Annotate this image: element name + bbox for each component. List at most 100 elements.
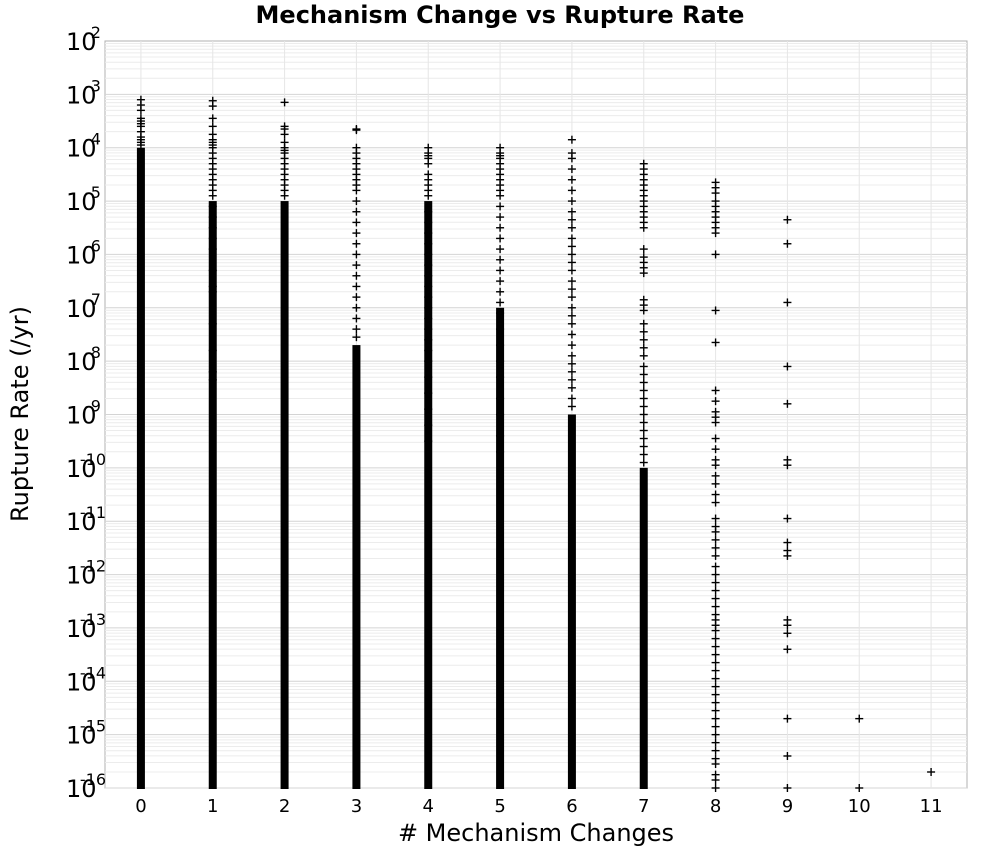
x-tick-label: 6 (566, 796, 577, 817)
data-point (208, 213, 217, 222)
data-point (639, 386, 648, 395)
data-point (711, 714, 720, 723)
data-point (711, 682, 720, 691)
data-point (855, 714, 864, 723)
data-point (208, 234, 217, 243)
data-point (639, 434, 648, 443)
data-point (639, 402, 648, 411)
dense-point-cluster (136, 147, 145, 789)
data-point (424, 239, 433, 248)
data-point (711, 543, 720, 552)
data-point (639, 426, 648, 435)
data-point (567, 277, 576, 286)
x-tick-labels: 0 1 2 3 4 5 6 7 8 9 10 11 (135, 796, 942, 817)
data-point (855, 784, 864, 792)
data-point (711, 586, 720, 595)
data-point (711, 397, 720, 406)
data-point (711, 306, 720, 315)
x-tick-label: 4 (423, 796, 434, 817)
data-point (711, 514, 720, 523)
x-tick-label: 11 (920, 796, 943, 817)
data-point (639, 362, 648, 371)
data-point (424, 293, 433, 302)
data-point (783, 551, 792, 560)
data-point (352, 197, 361, 206)
x-tick-label: 0 (135, 796, 146, 817)
y-tick-label: 10 (66, 562, 97, 590)
data-point (639, 410, 648, 419)
data-point (424, 191, 433, 200)
data-point (424, 218, 433, 227)
x-tick-label: 3 (351, 796, 362, 817)
data-point (639, 343, 648, 352)
x-axis-label: # Mechanism Changes (398, 819, 674, 847)
data-point (711, 527, 720, 536)
data-point (424, 325, 433, 334)
dense-point-cluster (424, 201, 433, 790)
y-tick-label: 10 (66, 722, 97, 750)
data-point (711, 746, 720, 755)
y-tick-exponent: -13 (80, 610, 106, 629)
y-tick-exponent: -4 (85, 130, 101, 149)
data-point (639, 223, 648, 232)
data-point (639, 269, 648, 278)
data-point (567, 394, 576, 403)
data-point (567, 258, 576, 267)
x-tick-label: 10 (848, 796, 871, 817)
data-point (208, 319, 217, 328)
y-tick-exponent: -11 (80, 503, 106, 522)
data-point (352, 207, 361, 216)
data-point (711, 461, 720, 470)
data-point (496, 287, 505, 296)
data-point (711, 674, 720, 683)
data-point (208, 102, 217, 111)
y-tick-exponent: -7 (85, 290, 101, 309)
data-point (711, 386, 720, 395)
data-point (208, 245, 217, 254)
y-tick-label: 10 (66, 28, 97, 56)
data-point (711, 535, 720, 544)
data-point (424, 261, 433, 270)
data-point (567, 303, 576, 312)
data-point (352, 333, 361, 342)
data-point (208, 122, 217, 131)
data-point (424, 373, 433, 382)
data-point (496, 341, 505, 350)
data-point (424, 437, 433, 446)
data-point (711, 479, 720, 488)
data-point (711, 434, 720, 443)
data-point (711, 498, 720, 507)
data-point (424, 282, 433, 291)
y-tick-exponent: -12 (80, 557, 106, 576)
data-point (496, 325, 505, 334)
y-tick-exponent: -3 (85, 76, 101, 95)
dense-point-cluster (639, 467, 648, 789)
data-point (280, 191, 289, 200)
data-point (496, 213, 505, 222)
y-tick-label: 10 (66, 81, 97, 109)
y-tick-exponent: -5 (85, 183, 101, 202)
data-point (352, 239, 361, 248)
y-tick-label: 10 (66, 668, 97, 696)
data-point (352, 325, 361, 334)
data-point (208, 191, 217, 200)
data-point (711, 602, 720, 611)
data-point (567, 383, 576, 392)
y-tick-exponent: -8 (85, 343, 101, 362)
data-point (711, 570, 720, 579)
data-point (639, 378, 648, 387)
data-point (424, 207, 433, 216)
y-tick-labels: 10-1610-1510-1410-1310-1210-1110-1010-91… (66, 23, 106, 803)
data-point (639, 418, 648, 427)
data-point (567, 207, 576, 216)
x-tick-label: 2 (279, 796, 290, 817)
data-point (567, 266, 576, 275)
data-point (711, 445, 720, 454)
data-point (496, 431, 505, 440)
data-point (352, 229, 361, 238)
data-point (567, 234, 576, 243)
data-point (711, 626, 720, 635)
x-tick-label: 1 (207, 796, 218, 817)
data-point (424, 335, 433, 344)
